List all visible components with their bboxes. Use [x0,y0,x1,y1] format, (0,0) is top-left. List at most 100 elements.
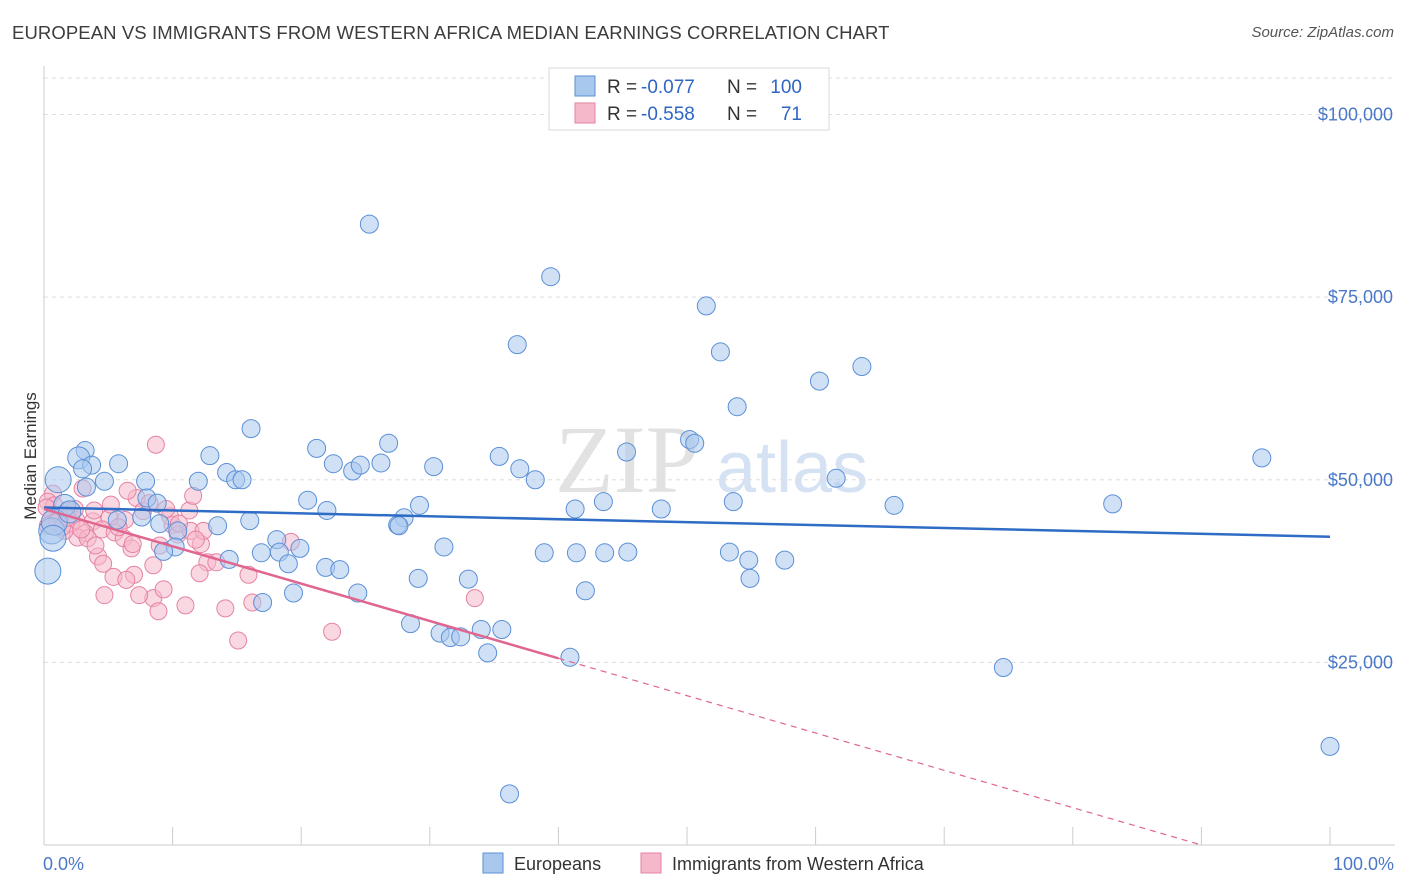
trend-lines [43,506,1331,846]
europeans-point [500,784,520,804]
europeans-point [232,470,252,490]
immigrants-point [94,554,113,573]
europeans-point [560,647,580,667]
immigrants-point [176,596,195,615]
europeans-point [76,477,96,497]
europeans-point [595,543,615,563]
europeans-point [993,657,1013,677]
europeans-point [350,455,370,475]
legend-n-label-0: N = [727,77,757,98]
europeans-point [283,583,303,603]
europeans-point [408,568,428,588]
europeans-point [541,267,561,287]
immigrants-point [146,435,165,454]
immigrants-point [190,564,209,583]
europeans-point [208,516,228,536]
immigrants-point [85,501,104,520]
europeans-point [492,620,512,640]
europeans-point [884,495,904,515]
immigrants-point [72,520,91,539]
europeans-point [410,495,430,515]
legend-r-value-1: -0.558 [641,104,695,125]
europeans-point [94,471,114,491]
europeans-point [278,554,298,574]
europeans-point [253,592,273,612]
y-tick-labels: $25,000 $50,000 $75,000 $100,000 [1318,105,1393,673]
europeans-point [696,296,716,316]
x-tick-label-max: 100.0% [1333,854,1394,874]
europeans-point [534,543,554,563]
europeans-point [147,493,167,513]
europeans-trend-line [43,506,1331,538]
immigrants-point [86,536,105,555]
immigrants-trend-extension [558,657,1202,846]
europeans-point [434,537,454,557]
europeans-point [379,433,399,453]
europeans-point [489,446,509,466]
immigrants-point [144,556,163,575]
europeans-point [478,643,498,663]
immigrants-point [95,586,114,605]
europeans-point [719,542,739,562]
europeans-point [565,499,585,519]
legend-n-value-0: 100 [770,77,802,98]
europeans-point [617,442,637,462]
y-tick-label: $100,000 [1318,105,1393,125]
europeans-point [107,510,127,530]
legend-swatch-immigrants [574,102,596,124]
y-axis-label: Median Earnings [21,392,40,520]
europeans-point [510,459,530,479]
europeans-point [39,524,67,552]
immigrants-point [117,570,136,589]
europeans-point [241,419,261,439]
bottom-legend-swatch-europeans [482,852,504,874]
europeans-point [566,543,586,563]
europeans-point [251,543,271,563]
europeans-point [723,492,743,512]
europeans-point [507,335,527,355]
immigrants-point [118,481,137,500]
europeans-point [330,560,350,580]
stats-legend-box [548,67,830,131]
y-tick-label: $25,000 [1328,652,1393,672]
europeans-point [651,499,671,519]
europeans-point [775,550,795,570]
immigrants-point [323,622,342,641]
immigrants-point [465,589,484,608]
bottom-legend-swatch-immigrants [640,852,662,874]
axes [43,66,1395,846]
chart-title: EUROPEAN VS IMMIGRANTS FROM WESTERN AFRI… [12,22,890,43]
europeans-point [727,397,747,417]
immigrants-point [216,599,235,618]
europeans-point [424,457,444,477]
legend-r-label-0: R = [607,77,637,98]
europeans-point [575,581,595,601]
immigrants-point [123,535,142,554]
legend-r-label-1: R = [607,104,637,125]
x-tick-label-min: 0.0% [43,854,84,874]
europeans-point [290,538,310,558]
europeans-point [188,471,208,491]
europeans-point [371,453,391,473]
europeans-point [44,466,72,494]
immigrants-point [154,580,173,599]
europeans-point [740,568,760,588]
europeans-point [317,500,337,520]
europeans-point [168,521,188,541]
europeans-point [1103,494,1123,514]
europeans-point [132,507,152,527]
immigrants-point [149,602,168,621]
europeans-point [240,511,260,531]
immigrants-point [229,631,248,650]
europeans-point [200,446,220,466]
europeans-point [359,214,379,234]
europeans-point [323,454,343,474]
europeans-point [109,454,129,474]
europeans-point [685,433,705,453]
bottom-legend-europeans: Europeans [514,854,601,874]
y-tick-label: $75,000 [1328,287,1393,307]
europeans-point [593,492,613,512]
immigrants-point [186,530,205,549]
europeans-point [852,357,872,377]
